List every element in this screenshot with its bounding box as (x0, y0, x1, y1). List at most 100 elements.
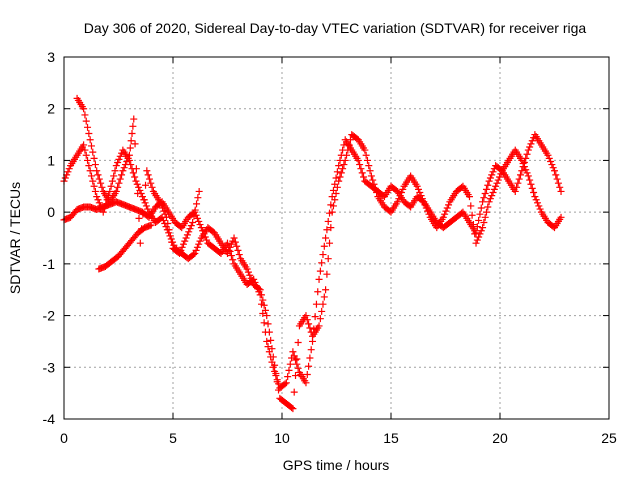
data-point (290, 388, 298, 396)
data-point (195, 240, 203, 248)
data-point (527, 180, 535, 188)
data-point (358, 169, 366, 177)
data-point (193, 200, 201, 208)
data-point (84, 156, 92, 164)
data-point (289, 348, 297, 356)
data-point (472, 229, 480, 237)
data-point (197, 224, 205, 232)
data-point (142, 181, 150, 189)
data-point (229, 256, 237, 264)
data-point (485, 198, 493, 206)
data-point (511, 187, 519, 195)
data-point (119, 167, 127, 175)
x-tick-label: 10 (274, 430, 290, 446)
data-point (335, 162, 343, 170)
data-point (85, 130, 93, 138)
data-point (230, 234, 238, 242)
data-point (306, 354, 314, 362)
data-point (196, 237, 204, 245)
data-point (284, 373, 292, 381)
data-point (147, 221, 155, 229)
data-point (177, 246, 185, 254)
data-point (179, 240, 187, 248)
data-point (94, 196, 102, 204)
data-point (271, 361, 279, 369)
data-point (442, 207, 450, 215)
data-point (89, 177, 97, 185)
data-point (320, 293, 328, 301)
data-point (365, 162, 373, 170)
data-point (489, 188, 497, 196)
data-point (318, 307, 326, 315)
data-point (264, 343, 272, 351)
data-point (183, 231, 191, 239)
data-point (493, 179, 501, 187)
data-point (193, 243, 201, 251)
data-point (315, 275, 323, 283)
data-point (145, 175, 153, 183)
data-point (139, 210, 147, 218)
data-point (93, 167, 101, 175)
data-point (445, 201, 453, 209)
data-point (138, 193, 146, 201)
data-point (477, 204, 485, 212)
data-point (196, 221, 204, 229)
data-point (303, 316, 311, 324)
y-tick-label: 3 (47, 49, 55, 65)
data-point (165, 226, 173, 234)
data-point (131, 173, 139, 181)
data-point (248, 277, 256, 285)
data-point (233, 242, 241, 250)
data-point (307, 346, 315, 354)
data-point (357, 165, 365, 173)
data-point (323, 270, 331, 278)
data-point (135, 214, 143, 222)
data-point (114, 158, 122, 166)
data-point (324, 217, 332, 225)
data-point (127, 137, 135, 145)
data-point (329, 202, 337, 210)
data-point (339, 165, 347, 173)
data-point (260, 319, 268, 327)
data-point (396, 192, 404, 200)
data-point (421, 201, 429, 209)
data-point (324, 255, 332, 263)
data-point (120, 164, 128, 172)
data-point (157, 201, 165, 209)
data-point (305, 320, 313, 328)
data-point (322, 234, 330, 242)
data-point (488, 192, 496, 200)
data-point (288, 404, 296, 412)
data-point (181, 237, 189, 245)
y-tick-label: -3 (43, 359, 56, 375)
data-point (552, 171, 560, 179)
data-point (556, 183, 564, 191)
data-point (366, 167, 374, 175)
data-point (422, 204, 430, 212)
data-point (108, 177, 116, 185)
data-point (226, 243, 234, 251)
data-point (227, 252, 235, 260)
data-point (133, 180, 141, 188)
y-tick-label: 1 (47, 152, 55, 168)
data-point (168, 238, 176, 246)
data-point (86, 167, 94, 175)
data-point (343, 151, 351, 159)
data-point (524, 146, 532, 154)
data-point (90, 182, 98, 190)
data-point (285, 366, 293, 374)
data-point (481, 190, 489, 198)
data-point (156, 198, 164, 206)
data-point (441, 210, 449, 218)
y-tick-label: -4 (43, 411, 56, 427)
data-point (315, 322, 323, 330)
data-point (110, 172, 118, 180)
data-point (425, 210, 433, 218)
data-point (264, 320, 272, 328)
data-point (496, 173, 504, 181)
data-point (87, 172, 95, 180)
data-point (294, 364, 302, 372)
data-point (523, 150, 531, 158)
data-point (125, 151, 133, 159)
data-point (551, 167, 558, 175)
